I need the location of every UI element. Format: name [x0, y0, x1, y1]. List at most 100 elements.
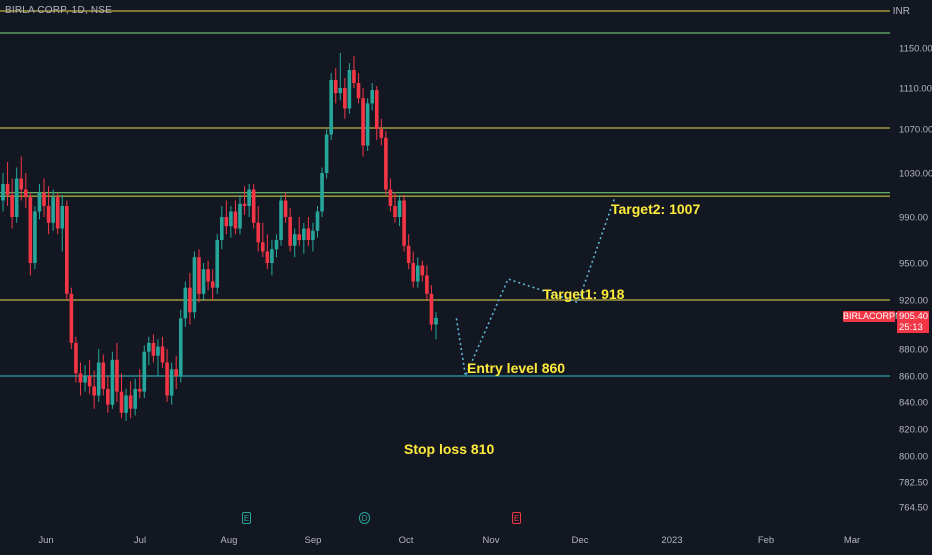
candle-body: [160, 346, 165, 363]
candle-body: [165, 362, 169, 396]
earnings-marker-icon[interactable]: E: [242, 512, 251, 524]
price-axis-label: 1110.00: [899, 84, 932, 95]
candle-body: [42, 192, 46, 206]
time-axis-label: Oct: [399, 535, 414, 546]
candle-body: [74, 342, 78, 374]
time-axis-label: Jul: [134, 535, 146, 546]
candle-body: [65, 206, 69, 294]
candle-body: [206, 269, 210, 282]
candle-body: [201, 269, 206, 294]
candles-layer: [1, 53, 438, 421]
candle-body: [256, 222, 261, 243]
candle-body: [5, 184, 10, 195]
price-axis-label: 950.00: [899, 259, 928, 270]
time-axis-label: Sep: [305, 535, 322, 546]
candle-body: [183, 287, 188, 319]
candle-body: [393, 206, 397, 217]
horizontal-levels: [0, 10, 890, 377]
candle-body: [320, 173, 324, 212]
candle-body: [374, 90, 379, 129]
candle-body: [288, 217, 292, 246]
candle-body: [33, 211, 37, 263]
price-axis-label: 782.50: [899, 478, 928, 489]
time-axis-label: Feb: [758, 535, 774, 546]
candle-body: [169, 369, 174, 396]
last-price-tag: BIRLACORPN 905.40 25:13: [843, 311, 929, 334]
candle-body: [397, 200, 402, 217]
candle-body: [238, 203, 242, 229]
candle-body: [188, 287, 192, 313]
candle-body: [69, 293, 74, 343]
candle-body: [338, 88, 343, 94]
dividend-marker-icon[interactable]: D: [359, 512, 370, 524]
candle-body: [210, 281, 215, 288]
target1-annotation: Target1: 918: [543, 286, 625, 302]
candle-body: [28, 197, 33, 263]
candle-body: [425, 275, 429, 294]
time-axis-label: Dec: [572, 535, 589, 546]
candle-body: [352, 70, 356, 83]
candle-body: [106, 389, 110, 405]
candle-body: [87, 376, 92, 387]
currency-label: INR: [892, 6, 910, 17]
candle-body: [23, 189, 28, 198]
candle-body: [343, 88, 347, 109]
candle-body: [156, 346, 160, 356]
candle-body: [279, 200, 283, 240]
candle-body: [229, 211, 233, 227]
candle-body: [215, 240, 220, 288]
candle-body: [219, 217, 224, 240]
price-tag-countdown: 25:13: [899, 322, 923, 333]
candle-body: [142, 351, 147, 392]
candle-body: [101, 362, 106, 389]
price-axis-label: 1150.00: [899, 44, 932, 55]
candle-body: [315, 211, 320, 231]
candle-body: [347, 70, 352, 109]
price-axis-label: 820.00: [899, 425, 928, 436]
candle-body: [261, 242, 265, 252]
candle-body: [411, 263, 416, 282]
price-tag-price: 905.40: [899, 311, 929, 322]
symbol-title: BIRLA CORP, 1D, NSE: [5, 5, 112, 16]
candle-body: [242, 203, 247, 206]
candle-body: [14, 178, 19, 217]
candle-body: [83, 376, 87, 383]
candle-body: [147, 342, 151, 352]
time-axis-label: Nov: [483, 535, 500, 546]
price-axis[interactable]: 1150.00 1110.00 1070.00 1030.00 990.00 950.00…: [899, 44, 932, 514]
price-axis-label: 880.00: [899, 345, 928, 356]
price-axis-label: 920.00: [899, 296, 928, 307]
candle-body: [151, 342, 156, 356]
candle-body: [274, 240, 279, 250]
candle-body: [370, 90, 374, 104]
candle-body: [124, 395, 128, 413]
candle-body: [110, 359, 115, 405]
candle-body: [133, 389, 137, 409]
candle-body: [178, 318, 183, 376]
candle-body: [137, 389, 142, 392]
candle-body: [233, 211, 238, 229]
price-tag-value: 905.40 25:13: [897, 311, 929, 333]
candle-body: [420, 265, 425, 276]
candle-body: [379, 129, 384, 138]
candle-body: [406, 245, 411, 263]
candle-body: [46, 206, 51, 223]
target2-annotation: Target2: 1007: [611, 201, 701, 217]
price-axis-label: 1070.00: [899, 125, 932, 136]
candle-body: [329, 80, 333, 135]
time-axis-label: Jun: [38, 535, 53, 546]
candle-body: [96, 362, 101, 396]
time-axis[interactable]: Jun Jul Aug Sep Oct Nov Dec 2023 Feb Mar: [38, 535, 860, 546]
price-axis-label: 860.00: [899, 372, 928, 383]
candle-body: [128, 395, 133, 409]
candle-body: [302, 228, 306, 240]
entry-annotation: Entry level 860: [467, 360, 566, 376]
candle-body: [37, 192, 42, 212]
candle-body: [10, 195, 14, 217]
candle-body: [311, 230, 315, 240]
candle-body: [115, 359, 119, 392]
candle-body: [55, 197, 60, 229]
earnings-marker-icon[interactable]: E: [512, 512, 521, 524]
